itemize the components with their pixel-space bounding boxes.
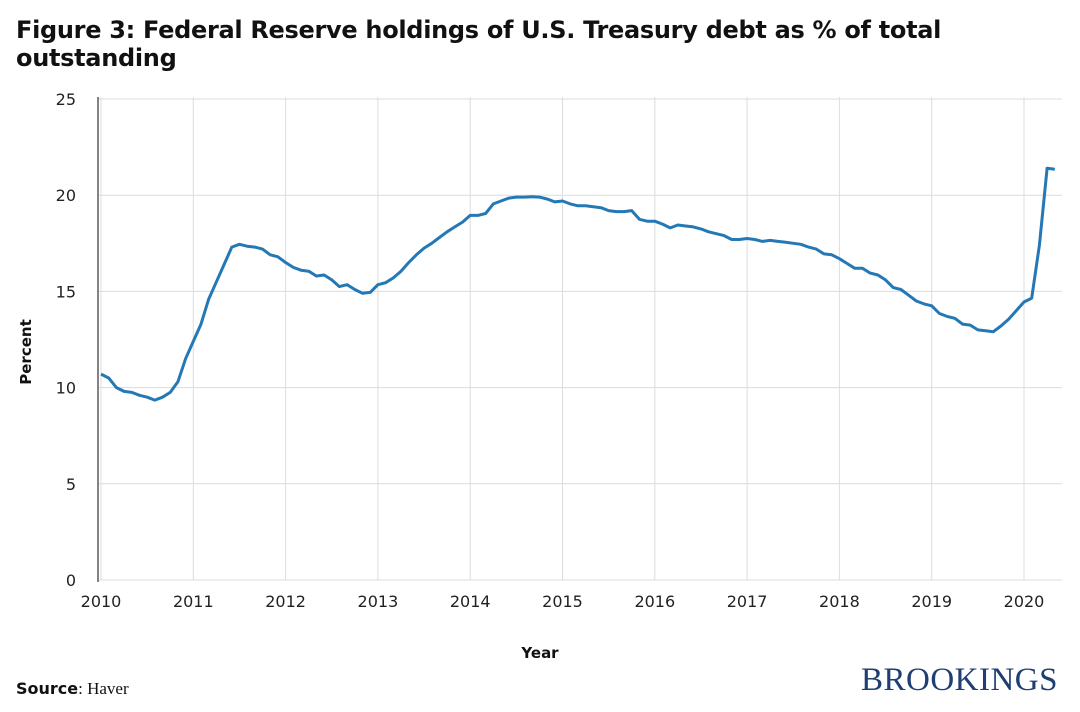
x-tick-label: 2014 — [450, 592, 491, 611]
series-line — [100, 166, 1055, 402]
y-tick-label: 5 — [66, 475, 76, 494]
x-tick-label: 2016 — [634, 592, 675, 611]
y-tick-label: 25 — [56, 90, 76, 109]
x-tick-label: 2013 — [358, 592, 399, 611]
y-tick-label: 15 — [56, 282, 76, 301]
x-tick-label: 2011 — [173, 592, 214, 611]
x-tick-label: 2012 — [265, 592, 306, 611]
brookings-logo: BROOKINGS — [860, 662, 1058, 698]
y-tick-labels: 0 5 10 15 20 25 — [56, 90, 76, 590]
y-tick-label: 20 — [56, 186, 76, 205]
source-note: Source: Haver — [16, 679, 129, 699]
x-tick-label: 2017 — [727, 592, 768, 611]
x-tick-label: 2015 — [542, 592, 583, 611]
y-tick-label: 10 — [56, 379, 76, 398]
x-tick-labels: 2010 2011 2012 2013 2014 2015 2016 2017 2018 2019… — [81, 592, 1045, 611]
x-tick-label: 2019 — [911, 592, 952, 611]
x-tick-label: 2020 — [1004, 592, 1045, 611]
x-tick-label: 2010 — [81, 592, 122, 611]
x-tick-label: 2018 — [819, 592, 860, 611]
source-label: Source — [16, 679, 79, 698]
y-axis-label: Percent — [17, 319, 35, 384]
source-value: : Haver — [78, 679, 129, 698]
x-axis-label: Year — [520, 644, 559, 662]
chart-title: Figure 3: Federal Reserve holdings of U.… — [16, 16, 942, 72]
y-tick-label: 0 — [66, 571, 76, 590]
grid — [98, 97, 1062, 581]
